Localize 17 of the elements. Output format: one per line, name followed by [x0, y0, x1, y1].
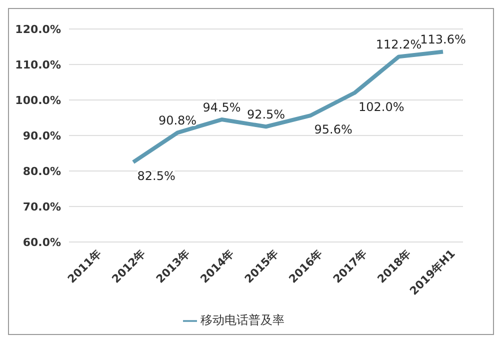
y-tick-label: 120.0%: [15, 22, 61, 36]
y-tick-label: 90.0%: [22, 129, 61, 142]
data-label: 95.6%: [314, 122, 352, 137]
legend-label: 移动电话普及率: [200, 313, 284, 327]
data-label: 113.6%: [420, 32, 466, 47]
y-tick-label: 100.0%: [15, 94, 61, 107]
y-tick-label: 80.0%: [22, 164, 61, 178]
data-label: 92.5%: [246, 108, 286, 122]
data-label: 90.8%: [158, 114, 197, 128]
y-tick-label: 70.0%: [22, 200, 61, 214]
y-tick-label: 110.0%: [15, 58, 61, 72]
data-label: 112.2%: [376, 38, 422, 52]
data-label: 94.5%: [202, 100, 241, 115]
data-label: 82.5%: [137, 169, 176, 184]
line-series: [131, 50, 445, 164]
data-label: 102.0%: [358, 100, 404, 114]
y-tick-label: 60.0%: [22, 236, 61, 249]
